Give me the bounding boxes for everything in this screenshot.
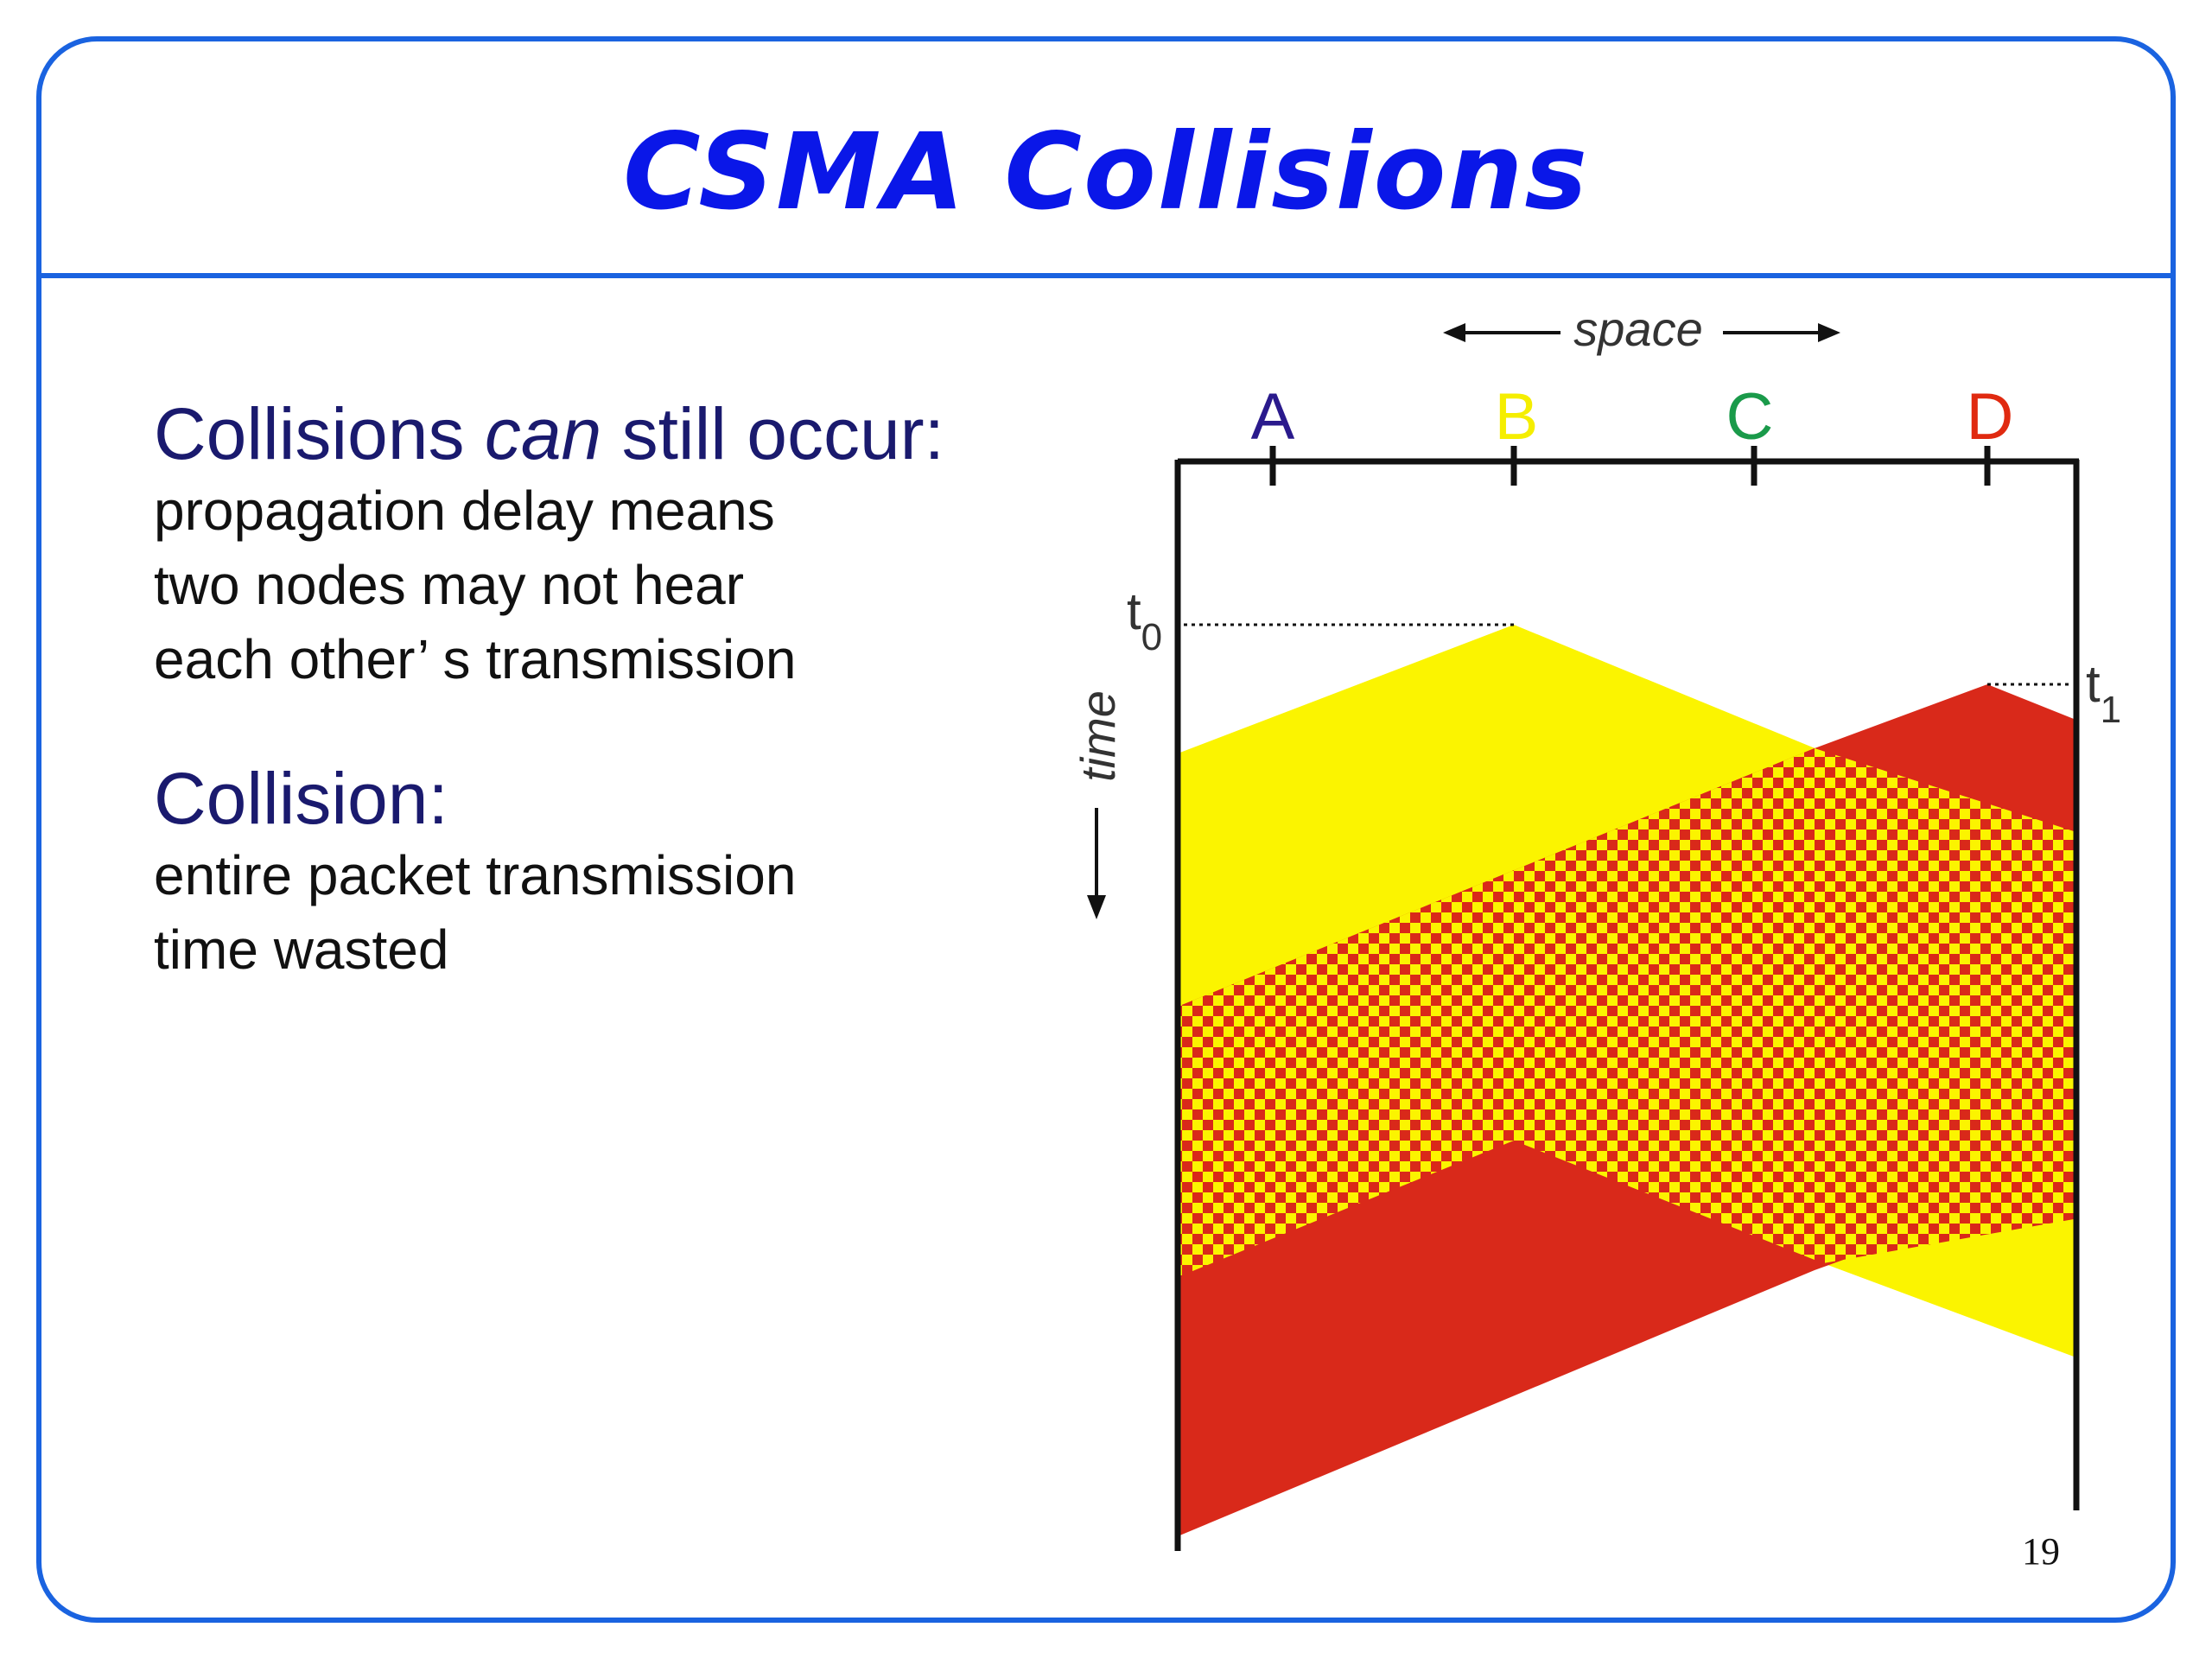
- arrowhead-right-icon: [1818, 323, 1840, 342]
- body-line: propagation delay means: [154, 480, 775, 543]
- slide-frame: [36, 36, 2176, 1623]
- t0-label: t0: [1127, 582, 1162, 658]
- arrowhead-left-icon: [1443, 323, 1465, 342]
- node-label-b: B: [1495, 380, 1539, 454]
- collisions-heading: Collisions can still occur:: [154, 394, 944, 474]
- t1-label: t1: [2086, 655, 2121, 731]
- time-label: time: [1071, 690, 1125, 782]
- node-label-c: C: [1726, 380, 1774, 454]
- collision-region: [1178, 748, 2074, 1277]
- heading-part: still occur:: [601, 393, 944, 474]
- arrowhead-down-icon: [1087, 895, 1106, 919]
- body-line: two nodes may not hear: [154, 554, 745, 617]
- body-line: each other’ s transmission: [154, 628, 797, 691]
- collision-block: Collision: entire packet transmission ti…: [154, 759, 796, 987]
- collision-heading: Collision:: [154, 758, 448, 839]
- title-divider: [36, 273, 2176, 278]
- node-label-d: D: [1967, 380, 2014, 454]
- heading-emphasis: can: [484, 393, 602, 474]
- slide-title: CSMA Collisions: [623, 111, 1589, 233]
- node-label-a: A: [1251, 380, 1295, 454]
- body-line: entire packet transmission: [154, 844, 797, 907]
- page-number: 19: [2022, 1530, 2060, 1573]
- collisions-block: Collisions can still occur: propagation …: [154, 394, 944, 696]
- body-line: time wasted: [154, 918, 449, 982]
- space-label: space: [1573, 302, 1702, 356]
- heading-part: Collisions: [154, 393, 485, 474]
